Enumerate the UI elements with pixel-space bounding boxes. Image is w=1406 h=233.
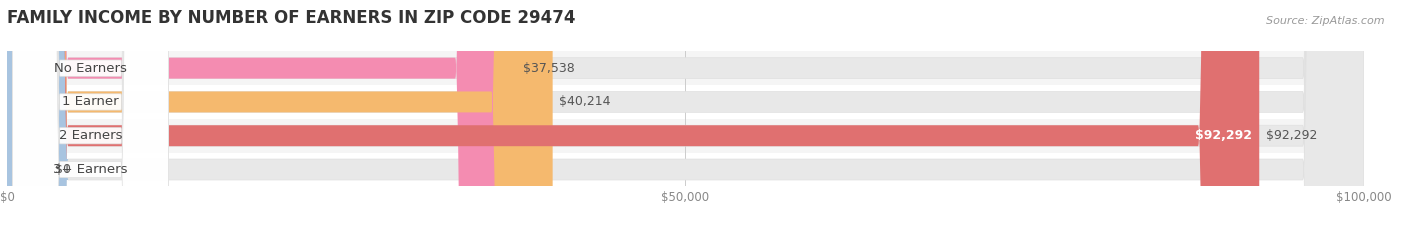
FancyBboxPatch shape <box>7 0 1364 233</box>
FancyBboxPatch shape <box>0 0 67 233</box>
FancyBboxPatch shape <box>13 0 169 233</box>
FancyBboxPatch shape <box>7 0 553 233</box>
Bar <box>7 51 1364 85</box>
Text: $92,292: $92,292 <box>1195 129 1253 142</box>
Text: $37,538: $37,538 <box>523 62 575 75</box>
Text: $92,292: $92,292 <box>1265 129 1317 142</box>
Text: No Earners: No Earners <box>53 62 127 75</box>
Bar <box>7 85 1364 119</box>
Text: 2 Earners: 2 Earners <box>59 129 122 142</box>
FancyBboxPatch shape <box>7 0 516 233</box>
Text: 3+ Earners: 3+ Earners <box>53 163 128 176</box>
Bar <box>7 153 1364 186</box>
FancyBboxPatch shape <box>7 0 1364 233</box>
Text: $40,214: $40,214 <box>560 96 612 108</box>
Text: 1 Earner: 1 Earner <box>62 96 118 108</box>
Text: $0: $0 <box>55 163 70 176</box>
FancyBboxPatch shape <box>7 0 1260 233</box>
FancyBboxPatch shape <box>7 0 1364 233</box>
Text: Source: ZipAtlas.com: Source: ZipAtlas.com <box>1267 16 1385 26</box>
FancyBboxPatch shape <box>7 0 1364 233</box>
FancyBboxPatch shape <box>13 0 169 233</box>
Bar <box>7 119 1364 153</box>
FancyBboxPatch shape <box>13 0 169 233</box>
FancyBboxPatch shape <box>13 0 169 233</box>
Text: FAMILY INCOME BY NUMBER OF EARNERS IN ZIP CODE 29474: FAMILY INCOME BY NUMBER OF EARNERS IN ZI… <box>7 9 575 27</box>
